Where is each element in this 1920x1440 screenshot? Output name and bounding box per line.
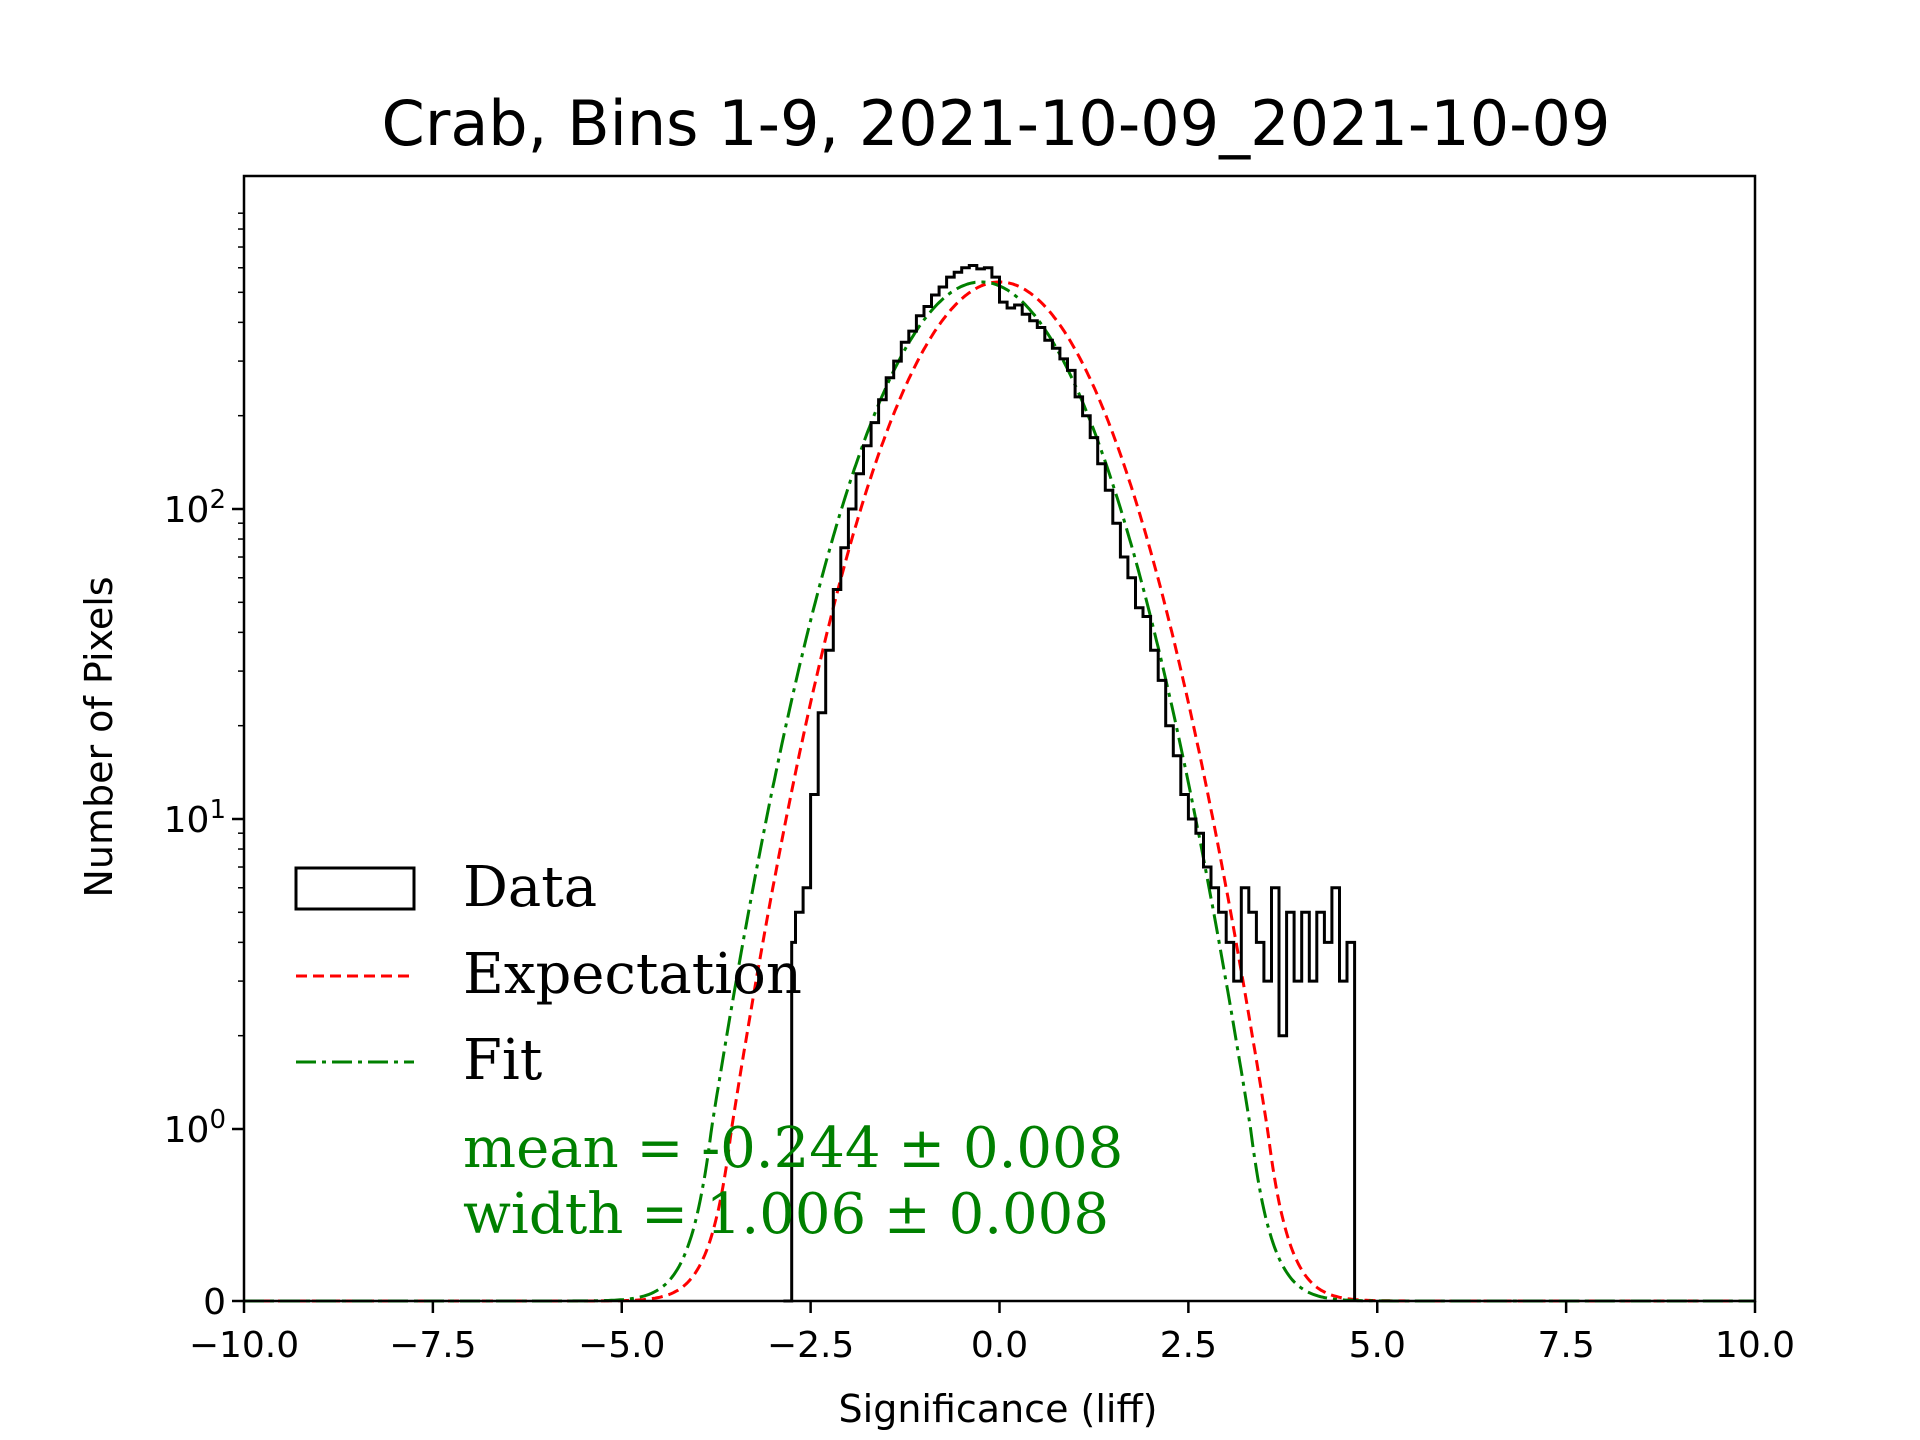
y-axis-ticks: 0 100 101 102 [164,212,244,1323]
legend-swatch-data [294,866,416,911]
y-tick-label: 101 [164,795,226,841]
x-tick-label: 2.5 [1160,1325,1217,1366]
y-tick-label: 100 [164,1105,226,1151]
data-histogram [783,264,1357,1303]
chart-title: Crab, Bins 1-9, 2021-10-09_2021-10-09 [382,87,1611,160]
fit-mean-annotation: mean = -0.244 ± 0.008 [463,1116,1123,1181]
x-tick-label: 10.0 [1715,1325,1795,1366]
data-histogram-step [783,264,1357,1303]
x-tick-label: 5.0 [1349,1325,1406,1366]
x-tick-label: 7.5 [1537,1325,1594,1366]
y-tick-label: 102 [164,485,226,531]
legend-label-expectation: Expectation [463,942,802,1007]
x-tick-label: −5.0 [578,1325,665,1366]
legend-label-data: Data [463,855,597,920]
x-tick-label: −10.0 [189,1325,299,1366]
x-tick-label: −7.5 [389,1325,476,1366]
y-axis-label: Number of Pixels [77,576,121,897]
x-axis-label: Significance (liff) [839,1387,1158,1431]
y-tick-label: 0 [203,1282,226,1323]
x-tick-label: 0.0 [971,1325,1028,1366]
x-tick-label: −2.5 [767,1325,854,1366]
fit-width-annotation: width = 1.006 ± 0.008 [463,1182,1109,1247]
legend: Data Expectation Fit [294,855,802,1093]
x-axis-ticks: −10.0 −7.5 −5.0 −2.5 0.0 2.5 5.0 7.5 10.0 [189,1301,1795,1366]
legend-label-fit: Fit [463,1028,543,1093]
